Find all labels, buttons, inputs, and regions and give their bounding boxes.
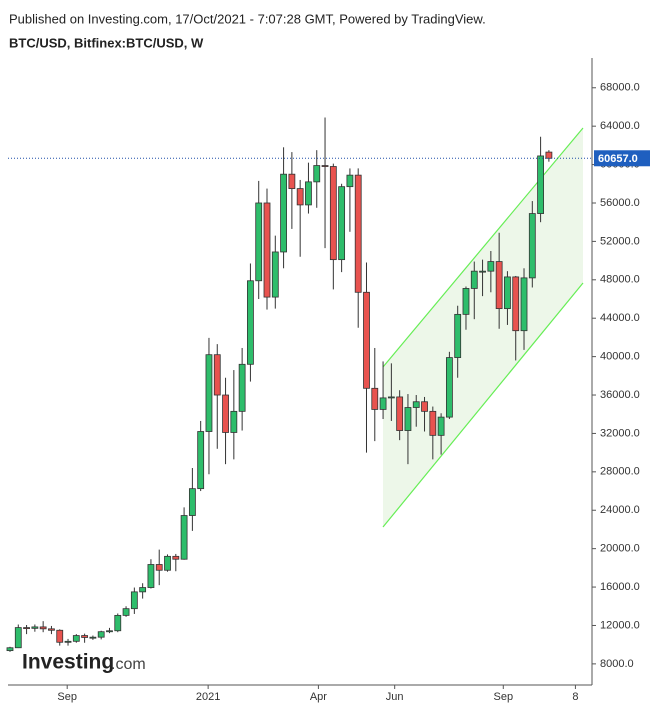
candle-body	[64, 640, 72, 643]
candle-body	[280, 173, 287, 253]
candle-body	[139, 587, 147, 593]
candle-body	[188, 488, 196, 516]
y-tick-label: 16000.0	[600, 581, 640, 593]
x-tick-label: 2021	[196, 691, 220, 703]
y-tick-label: 8000.0	[600, 658, 634, 670]
candle-body	[363, 291, 370, 389]
candle-body	[205, 354, 213, 432]
last-price-tag-bg	[594, 150, 650, 167]
y-tick-label: 12000.0	[600, 619, 640, 631]
candle-body	[238, 363, 246, 412]
candle-body	[329, 166, 337, 261]
candle-body	[421, 401, 428, 412]
candle-body	[288, 173, 296, 189]
candle-body	[396, 396, 404, 431]
candle-body	[23, 627, 30, 629]
candle-body	[271, 251, 279, 298]
x-tick-label: 8	[572, 691, 578, 703]
watermark-suffix: .com	[111, 656, 146, 673]
candle-body	[130, 591, 138, 610]
candle-body	[445, 357, 453, 418]
candle-body	[495, 261, 503, 310]
candle-body	[528, 213, 536, 279]
y-tick-label: 20000.0	[600, 543, 640, 555]
candle-body	[97, 631, 105, 638]
candle-body	[147, 564, 155, 588]
candle-body	[537, 155, 544, 214]
candle-body	[412, 401, 420, 408]
watermark-brand: Investing	[22, 651, 114, 674]
y-tick-label: 68000.0	[600, 82, 640, 94]
candle-body	[106, 630, 113, 633]
candle-body	[14, 627, 22, 649]
candle-body	[72, 635, 80, 642]
candle-body	[487, 261, 495, 272]
candle-body	[89, 636, 97, 639]
candle-body	[504, 276, 511, 310]
y-tick-label: 36000.0	[600, 389, 640, 401]
candle-body	[520, 277, 528, 332]
candle-body	[429, 410, 437, 436]
candle-body	[338, 186, 346, 261]
candle-body	[31, 626, 39, 629]
candle-body	[313, 165, 321, 183]
channel-lower	[382, 282, 584, 528]
candle-body	[155, 564, 163, 571]
y-tick-label: 48000.0	[600, 274, 640, 286]
x-tick-label: Apr	[310, 691, 327, 703]
candle-body	[230, 410, 238, 433]
candle-body	[512, 276, 520, 332]
header: Published on Investing.com, 17/Oct/2021 …	[9, 11, 486, 26]
candle-body	[6, 647, 14, 652]
chart-title: BTC/USD, Bitfinex:BTC/USD, W	[9, 35, 204, 50]
candle-body	[255, 202, 263, 282]
candle-body	[197, 431, 205, 490]
candle-body	[172, 555, 180, 560]
y-tick-label: 28000.0	[600, 466, 640, 478]
x-tick-label: Sep	[57, 691, 77, 703]
y-tick-label: 44000.0	[600, 312, 640, 324]
candle-body	[213, 354, 221, 396]
candle-body	[387, 396, 395, 399]
candle-body	[379, 397, 387, 410]
candle-body	[56, 629, 64, 643]
candle-body	[114, 614, 122, 632]
candle-body	[180, 515, 188, 560]
y-tick-label: 52000.0	[600, 235, 640, 247]
candle-body	[470, 270, 478, 289]
y-tick-label: 56000.0	[600, 197, 640, 209]
candle-body	[354, 174, 362, 293]
candle-body	[346, 174, 354, 188]
candle-body	[222, 394, 229, 433]
candle-body	[122, 608, 130, 616]
candle-body	[462, 288, 470, 315]
candle-body	[454, 313, 462, 358]
candle-body	[321, 165, 329, 167]
candle-body	[545, 151, 553, 159]
channel-upper	[382, 127, 584, 368]
y-tick-label: 32000.0	[600, 427, 640, 439]
candle-body	[39, 626, 47, 630]
x-tick-label: Jun	[386, 691, 404, 703]
candle-body	[247, 280, 254, 365]
candle-body	[164, 555, 171, 571]
candle-body	[479, 270, 486, 273]
candle-body	[404, 407, 412, 431]
candle-body	[296, 188, 304, 206]
plot-area	[6, 117, 584, 652]
x-tick-label: Sep	[493, 691, 513, 703]
candle-body	[263, 202, 271, 298]
candle-body	[48, 628, 55, 631]
channel-fill	[383, 128, 583, 527]
y-tick-label: 64000.0	[600, 120, 640, 132]
candle-body	[371, 387, 379, 410]
y-tick-label: 24000.0	[600, 504, 640, 516]
candle-body	[81, 635, 89, 638]
last-price-tag: 60657.0	[598, 153, 638, 165]
y-tick-label: 40000.0	[600, 351, 640, 363]
candle-body	[437, 416, 445, 436]
candle-body	[305, 181, 312, 206]
